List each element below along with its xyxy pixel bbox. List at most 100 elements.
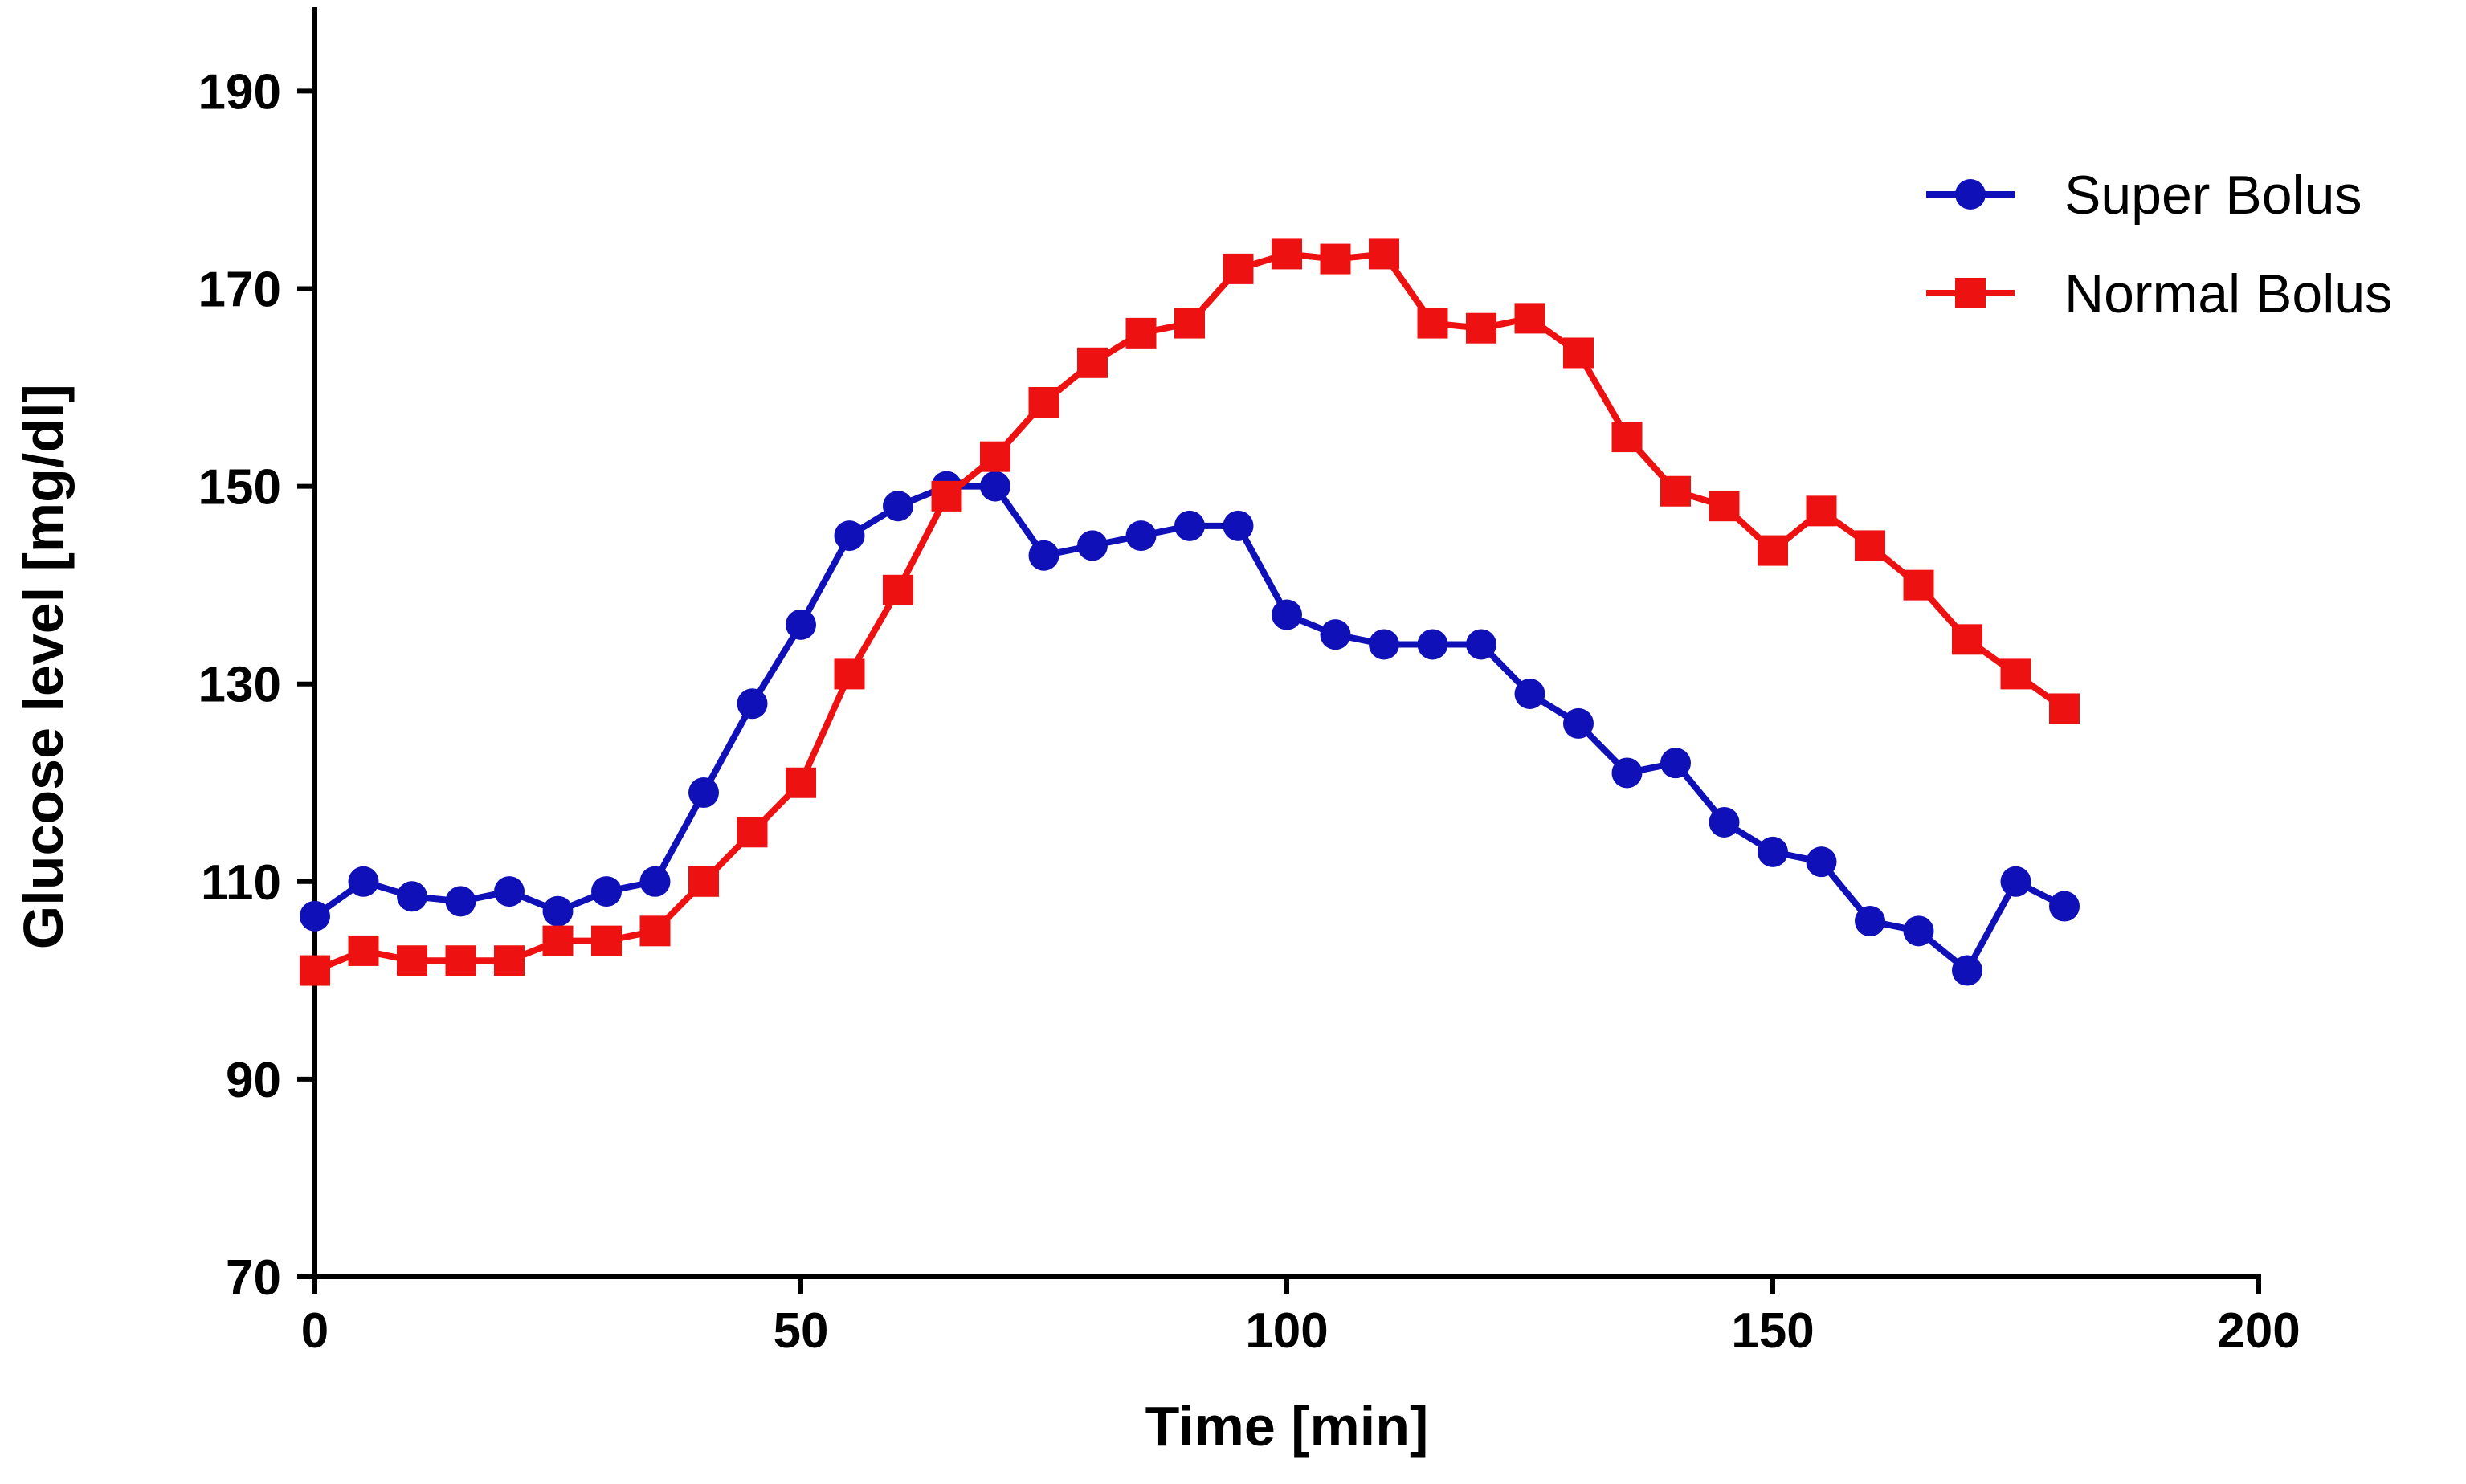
data-point bbox=[834, 658, 865, 690]
data-point bbox=[1077, 530, 1108, 561]
x-tick-label: 100 bbox=[1245, 1303, 1328, 1359]
data-point bbox=[1223, 253, 1254, 284]
x-axis-title: Time [min] bbox=[1145, 1395, 1429, 1458]
y-tick-label: 130 bbox=[198, 658, 281, 713]
data-point bbox=[834, 520, 865, 552]
data-point bbox=[1660, 748, 1691, 779]
data-point bbox=[688, 866, 719, 897]
data-point bbox=[1563, 337, 1594, 369]
legend-swatch-marker-super-bolus bbox=[1955, 179, 1986, 210]
data-point bbox=[1466, 629, 1496, 660]
data-point bbox=[980, 471, 1010, 502]
legend-swatch-marker-normal-bolus bbox=[1955, 278, 1986, 308]
data-point bbox=[639, 915, 671, 947]
data-point bbox=[1903, 915, 1934, 947]
data-point bbox=[542, 925, 574, 956]
data-point bbox=[1758, 836, 1788, 867]
series-normal-bolus bbox=[300, 238, 2080, 986]
data-point bbox=[883, 491, 913, 522]
data-point bbox=[300, 955, 330, 986]
data-point bbox=[1903, 569, 1934, 601]
x-tick-label: 50 bbox=[774, 1303, 829, 1359]
data-point bbox=[1952, 955, 1982, 986]
data-point bbox=[445, 886, 476, 917]
y-tick-label: 150 bbox=[198, 460, 281, 516]
data-series bbox=[300, 238, 2080, 986]
data-point bbox=[397, 945, 427, 976]
data-point bbox=[2000, 658, 2031, 690]
legend-item-super-bolus: Super Bolus bbox=[1926, 165, 2362, 226]
data-point bbox=[1611, 422, 1643, 453]
data-point bbox=[1466, 312, 1496, 344]
data-point bbox=[1417, 629, 1448, 660]
data-point bbox=[1125, 520, 1157, 552]
data-point bbox=[1709, 806, 1740, 838]
data-point bbox=[1125, 317, 1157, 349]
data-point bbox=[688, 777, 719, 809]
data-point bbox=[1952, 624, 1982, 655]
data-point bbox=[1855, 530, 1885, 561]
data-point bbox=[639, 866, 671, 897]
data-point bbox=[1272, 599, 1302, 630]
y-tick-label: 170 bbox=[198, 262, 281, 317]
x-tick-label: 150 bbox=[1731, 1303, 1814, 1359]
data-point bbox=[1174, 510, 1205, 541]
series-line bbox=[313, 251, 2067, 974]
data-point bbox=[2049, 693, 2080, 724]
data-point bbox=[1320, 243, 1351, 275]
legend-item-normal-bolus: Normal Bolus bbox=[1926, 263, 2392, 324]
data-point bbox=[300, 900, 330, 932]
y-tick-label: 190 bbox=[198, 64, 281, 120]
data-point bbox=[1514, 679, 1545, 709]
data-point bbox=[1272, 238, 1302, 270]
data-point bbox=[1223, 510, 1254, 541]
data-point bbox=[494, 876, 525, 907]
data-point bbox=[931, 480, 962, 512]
data-point bbox=[980, 441, 1010, 472]
series-super-bolus bbox=[300, 471, 2080, 986]
data-point bbox=[883, 574, 913, 605]
data-point bbox=[1514, 303, 1545, 334]
x-tick-label: 200 bbox=[2217, 1303, 2300, 1359]
data-point bbox=[2049, 891, 2080, 922]
data-point bbox=[1855, 906, 1885, 937]
data-point bbox=[737, 817, 768, 848]
data-point bbox=[1758, 535, 1788, 566]
y-tick-label: 110 bbox=[201, 855, 281, 911]
data-point bbox=[1806, 846, 1837, 878]
data-point bbox=[1563, 707, 1594, 739]
data-point bbox=[1077, 347, 1108, 378]
x-tick-label: 0 bbox=[301, 1303, 329, 1359]
data-point bbox=[1369, 238, 1399, 270]
legend-label-normal-bolus: Normal Bolus bbox=[2064, 263, 2392, 324]
data-point bbox=[445, 945, 476, 976]
data-point bbox=[591, 876, 622, 907]
data-point bbox=[494, 945, 525, 976]
data-point bbox=[1369, 629, 1399, 660]
data-point bbox=[591, 925, 622, 956]
legend: Super Bolus Normal Bolus bbox=[1926, 165, 2392, 324]
data-point bbox=[1174, 308, 1205, 339]
data-point bbox=[1028, 387, 1059, 418]
data-point bbox=[786, 609, 816, 640]
data-point bbox=[348, 866, 379, 897]
data-point bbox=[397, 881, 427, 912]
y-axis-ticks: 70 90 110 130 150 170 190 bbox=[198, 64, 315, 1306]
data-point bbox=[1028, 540, 1059, 571]
data-point bbox=[1709, 491, 1740, 522]
data-point bbox=[1611, 757, 1643, 789]
series-line bbox=[312, 483, 2066, 974]
y-axis-title: Glucose level [mg/dl] bbox=[12, 384, 75, 949]
data-point bbox=[1417, 308, 1448, 339]
data-point bbox=[737, 688, 768, 720]
y-tick-label: 70 bbox=[226, 1250, 281, 1306]
data-point bbox=[786, 767, 816, 798]
data-point bbox=[1320, 619, 1351, 650]
y-tick-label: 90 bbox=[226, 1053, 281, 1108]
x-axis-ticks: 0 50 100 150 200 bbox=[301, 1277, 2301, 1359]
data-point bbox=[542, 895, 574, 927]
legend-label-super-bolus: Super Bolus bbox=[2064, 165, 2362, 226]
data-point bbox=[1806, 495, 1837, 527]
